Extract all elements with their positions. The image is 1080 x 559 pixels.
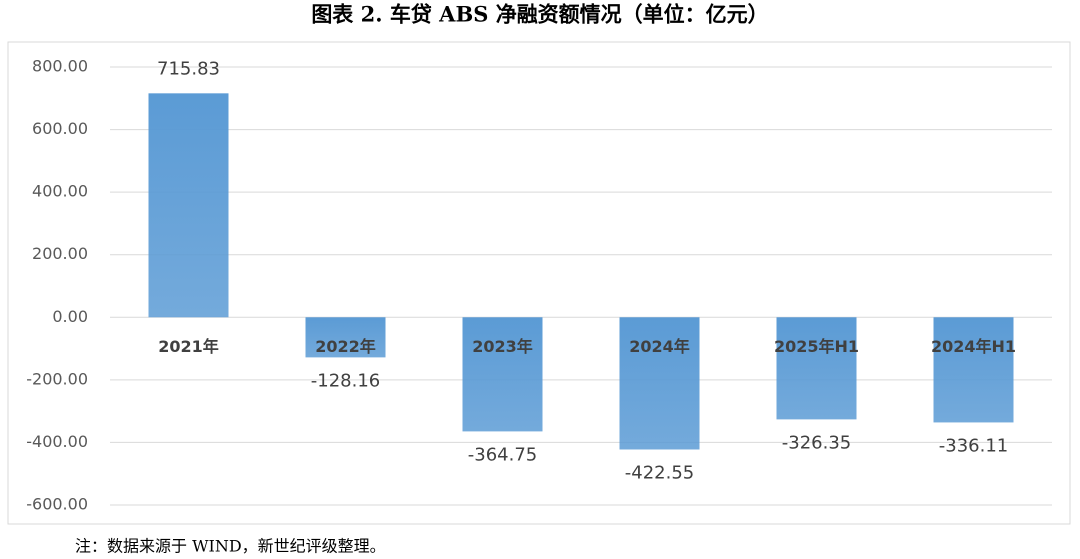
- x-tick-label: 2023年: [472, 337, 533, 356]
- y-tick-label: -200.00: [26, 369, 88, 388]
- y-tick-label: 400.00: [32, 182, 88, 201]
- y-tick-label: 200.00: [32, 244, 88, 263]
- source-note: 注：数据来源于 WIND，新世纪评级整理。: [75, 537, 386, 556]
- y-tick-label: -600.00: [26, 495, 88, 514]
- x-tick-label: 2024年H1: [931, 337, 1016, 356]
- x-tick-label: 2022年: [315, 337, 376, 356]
- x-tick-label: 2024年: [629, 337, 690, 356]
- bar: [462, 317, 543, 432]
- x-tick-label: 2025年H1: [774, 337, 859, 356]
- bar: [619, 317, 700, 450]
- y-tick-label: 0.00: [52, 307, 88, 326]
- value-label: -128.16: [311, 370, 380, 391]
- bar: [776, 317, 857, 420]
- value-label: -326.35: [782, 432, 851, 453]
- bar: [148, 93, 229, 318]
- bar: [305, 317, 386, 358]
- chart-title: 图表 2. 车贷 ABS 净融资额情况（单位：亿元）: [311, 2, 768, 27]
- x-tick-label: 2021年: [158, 337, 219, 356]
- y-tick-label: -400.00: [26, 432, 88, 451]
- value-label: -336.11: [939, 435, 1008, 456]
- y-tick-label: 600.00: [32, 119, 88, 138]
- value-label: 715.83: [157, 58, 220, 79]
- y-tick-label: 800.00: [32, 57, 88, 76]
- value-label: -422.55: [625, 462, 694, 483]
- bar: [933, 317, 1014, 423]
- value-label: -364.75: [468, 444, 537, 465]
